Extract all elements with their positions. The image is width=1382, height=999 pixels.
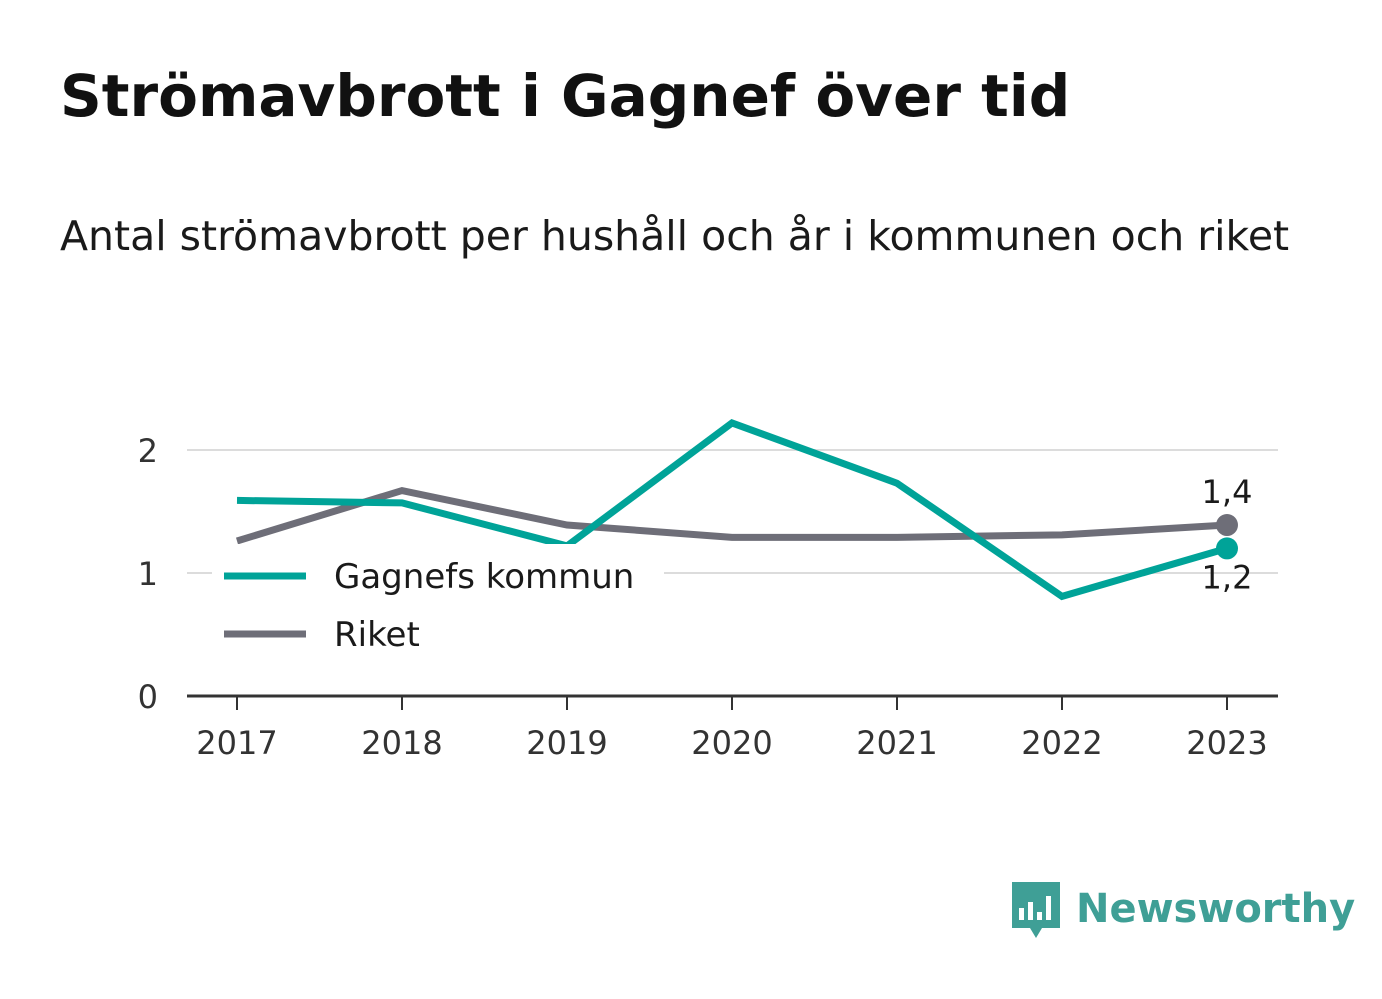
chart-subtitle: Antal strömavbrott per hushåll och år i … [60, 212, 1290, 260]
series-line-riket [235, 486, 1228, 545]
end-value-label: 1,4 [1202, 473, 1253, 511]
legend-label: Riket [334, 615, 420, 655]
x-tick-label: 2022 [1021, 724, 1102, 762]
x-tick-label: 2021 [856, 724, 937, 762]
x-tick-label: 2020 [691, 724, 772, 762]
end-point-marker [1216, 514, 1238, 537]
legend: Gagnefs kommun Riket [212, 544, 664, 660]
series-lines [235, 419, 1228, 601]
y-tick-label: 1 [138, 555, 158, 593]
x-axis: 2017 2018 2019 2020 2021 2022 2023 [187, 694, 1278, 762]
legend-background [212, 544, 664, 660]
logo-text: Newsworthy [1076, 886, 1356, 932]
x-tick-label: 2018 [361, 724, 442, 762]
x-tick-label: 2019 [526, 724, 607, 762]
legend-label: Gagnefs kommun [334, 557, 634, 597]
end-point-marker [1216, 537, 1238, 560]
y-tick-label: 2 [138, 432, 158, 470]
series-line-gagnefs-kommun [236, 419, 1228, 601]
newsworthy-logo-icon [1012, 882, 1060, 938]
end-labels: 1,2 1,4 [1202, 473, 1253, 596]
x-tick-label: 2023 [1186, 724, 1267, 762]
y-tick-label: 0 [138, 678, 158, 716]
end-value-label: 1,2 [1202, 558, 1253, 596]
y-axis: 0 1 2 [138, 432, 158, 716]
newsworthy-logo: Newsworthy [1010, 878, 1355, 940]
chart-title: Strömavbrott i Gagnef över tid [60, 62, 1071, 130]
x-tick-label: 2017 [196, 724, 277, 762]
